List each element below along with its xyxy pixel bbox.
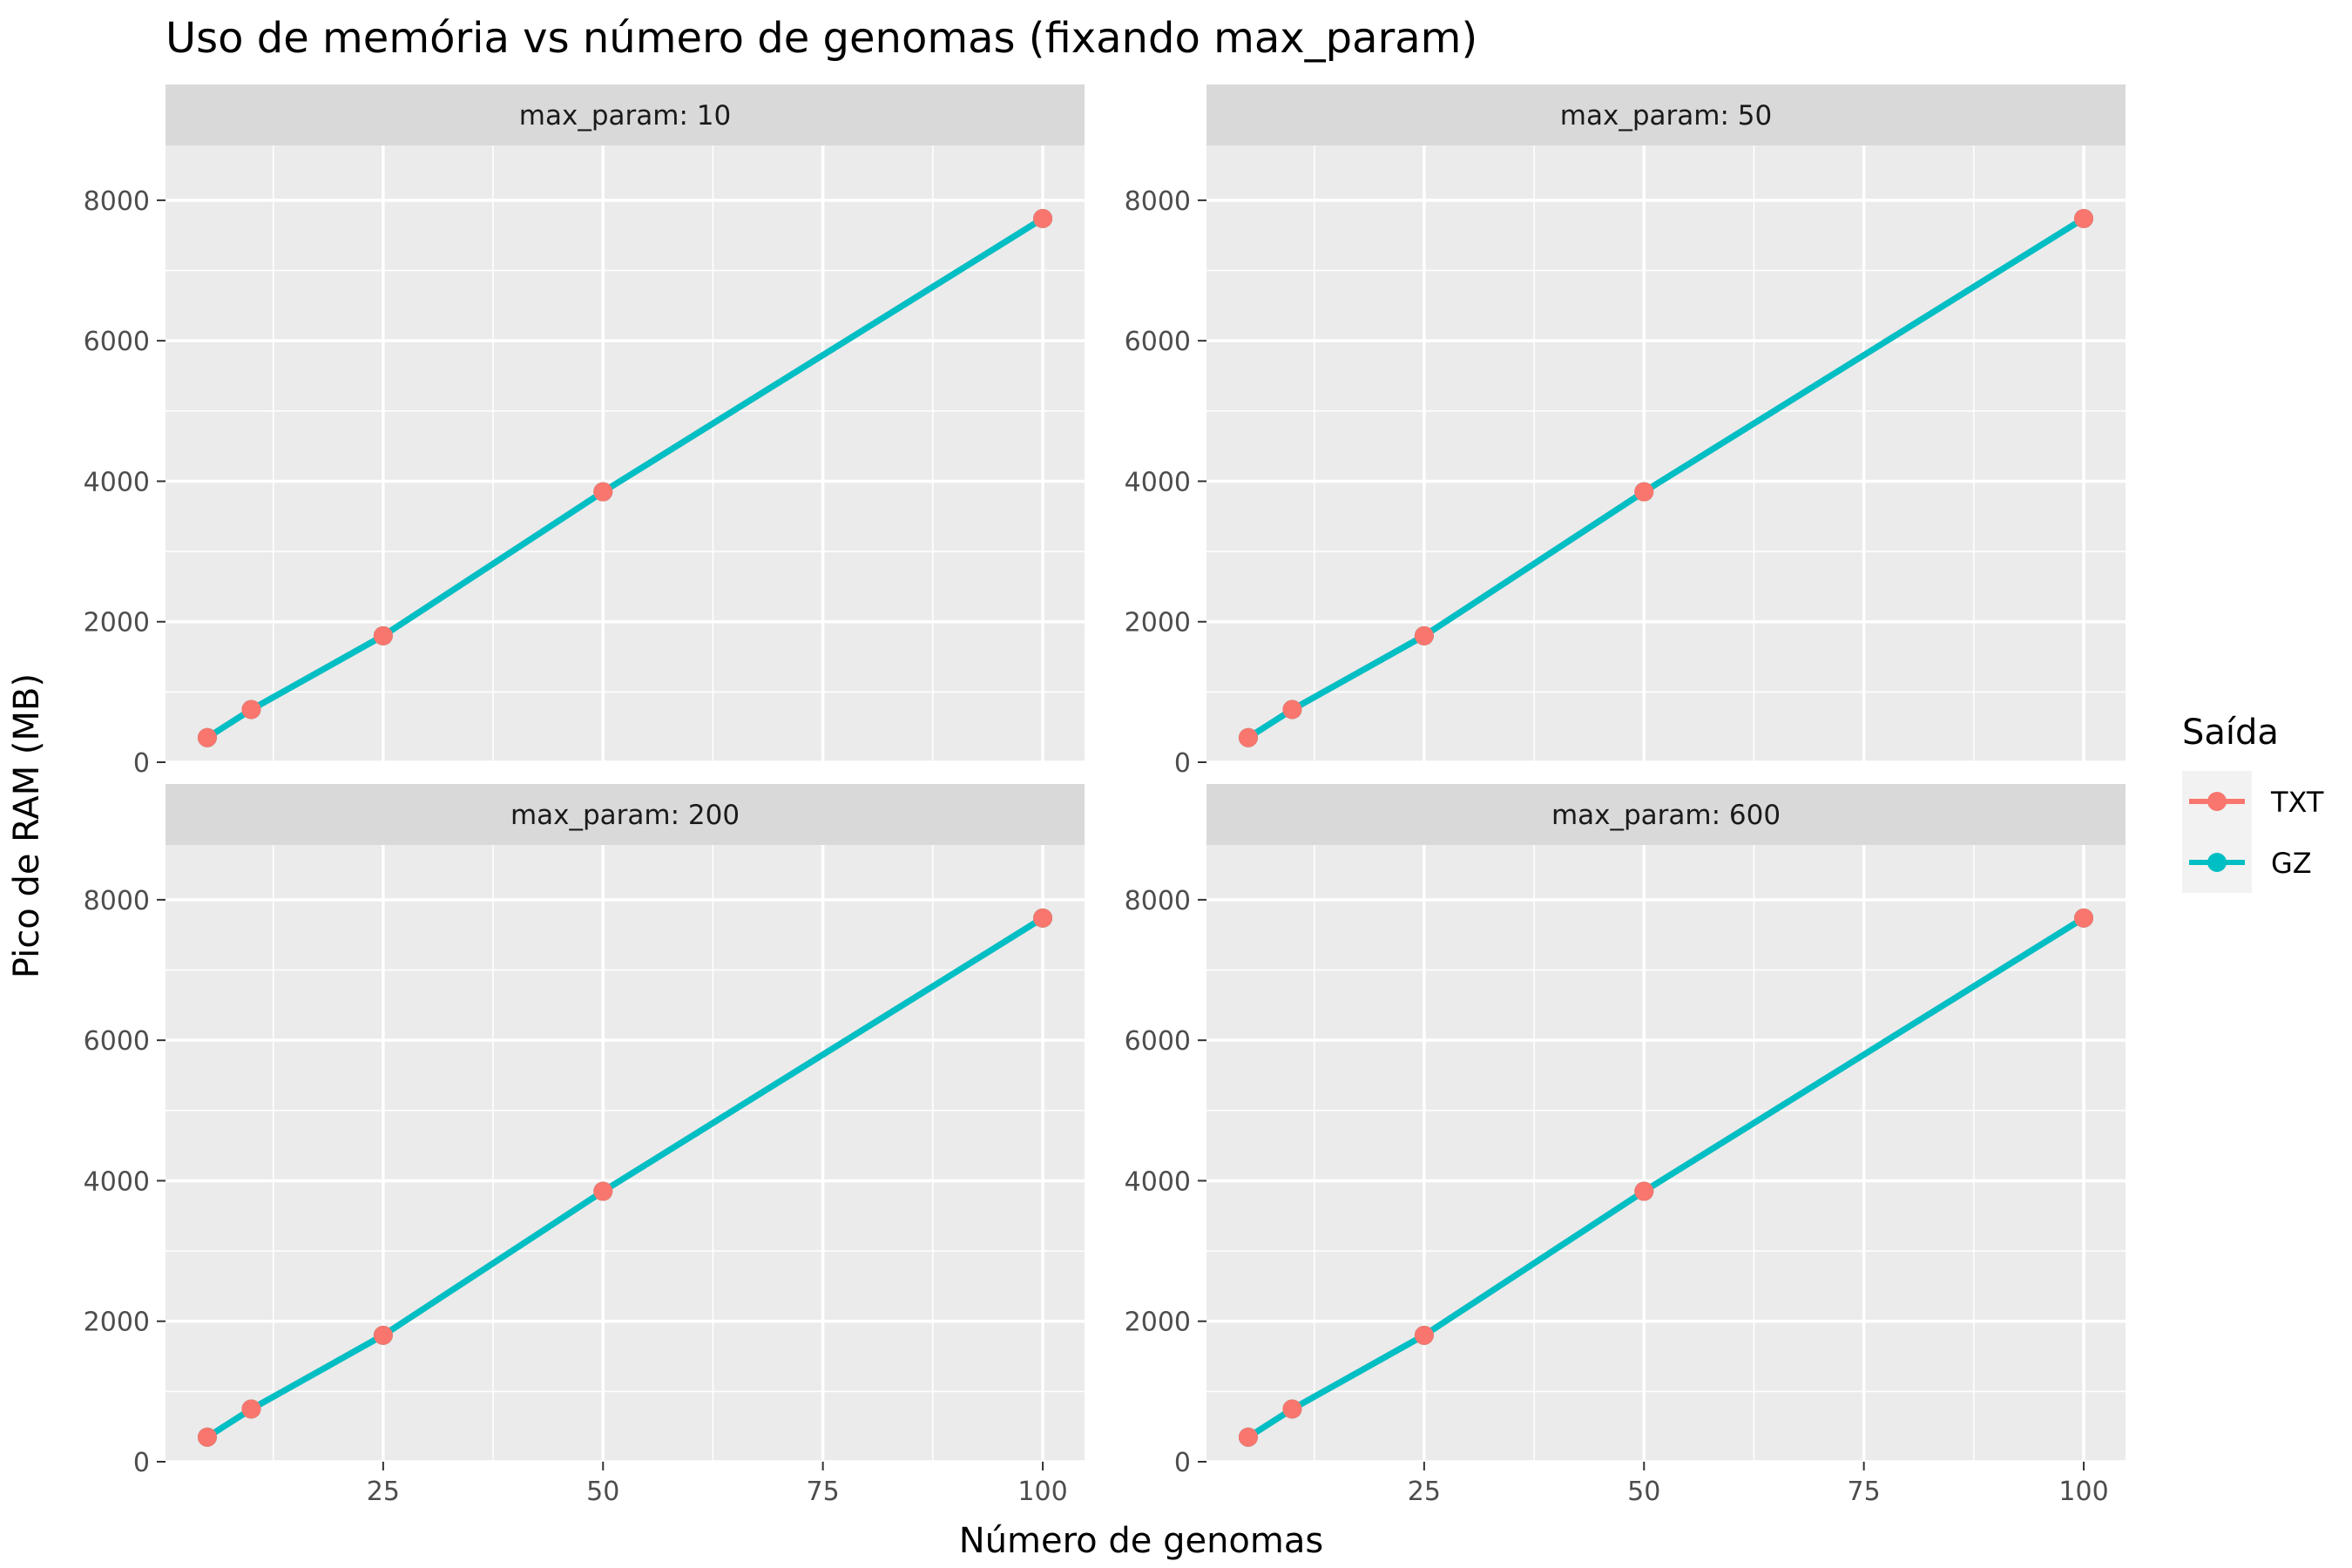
data-point-txt-top [1033, 908, 1053, 928]
facet-label: max_param: 50 [1560, 100, 1772, 132]
y-tick-label: 2000 [84, 608, 150, 639]
y-tick-label: 6000 [84, 1026, 150, 1057]
y-tick-label: 0 [133, 1448, 150, 1478]
y-tick-label: 8000 [84, 186, 150, 217]
data-point-txt-top [1634, 1181, 1654, 1201]
data-point-txt-top [197, 727, 217, 747]
y-tick-label: 2000 [1125, 608, 1191, 639]
facet-panel: max_param: 10 0 2000 4000 6000 8000 [84, 84, 1085, 779]
panel-background [166, 845, 1085, 1462]
legend-entry-gz: GZ [2182, 832, 2312, 893]
facet-strip [1206, 784, 2126, 845]
x-axis-title: Número de genomas [959, 1521, 1323, 1561]
x-tick-label: 50 [1627, 1477, 1660, 1507]
facet-strip [1206, 84, 2126, 145]
x-tick-label: 25 [367, 1477, 400, 1507]
data-point-txt-top [1238, 727, 1258, 747]
y-tick-label: 6000 [1125, 1026, 1191, 1057]
data-point-txt-top [1282, 700, 1302, 720]
y-tick-label: 0 [133, 748, 150, 779]
y-tick-label: 4000 [1125, 1166, 1191, 1197]
y-tick-label: 0 [1174, 1448, 1191, 1478]
data-point-txt-top [1414, 625, 1434, 645]
x-tick-label: 100 [1017, 1477, 1067, 1507]
y-tick-label: 8000 [84, 886, 150, 916]
legend-key-point [2207, 853, 2227, 872]
legend-label: GZ [2271, 847, 2312, 880]
data-point-txt-top [1033, 208, 1053, 228]
x-tick-label: 50 [586, 1477, 619, 1507]
data-point-txt-top [241, 700, 261, 720]
y-tick-label: 2000 [84, 1308, 150, 1338]
facet-label: max_param: 600 [1551, 800, 1781, 831]
y-tick-label: 6000 [1125, 327, 1191, 357]
legend: Saída TXT GZ [2182, 713, 2324, 893]
data-point-txt-top [1634, 482, 1654, 502]
panels: max_param: 1002000400060008000max_param:… [84, 84, 2126, 1507]
y-tick-label: 4000 [1125, 467, 1191, 497]
x-tick-label: 25 [1408, 1477, 1441, 1507]
facet-panel: max_param: 50 0 2000 4000 6000 8000 [1125, 84, 2126, 779]
legend-title: Saída [2182, 713, 2279, 753]
facet-strip [166, 784, 1085, 845]
y-tick-label: 0 [1174, 748, 1191, 779]
legend-label: TXT [2270, 786, 2324, 819]
panel-background [1206, 145, 2126, 762]
y-axis-title: Pico de RAM (MB) [7, 673, 47, 978]
y-tick-label: 4000 [84, 467, 150, 497]
data-point-txt-top [1238, 1427, 1258, 1447]
chart-title: Uso de memória vs número de genomas (fix… [166, 14, 1477, 63]
y-tick-label: 2000 [1125, 1308, 1191, 1338]
data-point-txt-top [1282, 1399, 1302, 1419]
x-tick-label: 75 [1848, 1477, 1881, 1507]
data-point-txt-top [241, 1399, 261, 1419]
panel-background [1206, 845, 2126, 1462]
x-tick-label: 100 [2058, 1477, 2108, 1507]
y-tick-label: 8000 [1125, 186, 1191, 217]
legend-key-point [2207, 792, 2227, 811]
data-point-txt-top [197, 1427, 217, 1447]
data-point-txt-top [373, 625, 393, 645]
data-point-txt-top [1414, 1325, 1434, 1345]
legend-entry-txt: TXT [2182, 771, 2324, 832]
y-tick-label: 4000 [84, 1166, 150, 1197]
facet-strip [166, 84, 1085, 145]
x-tick-label: 75 [807, 1477, 840, 1507]
y-tick-label: 6000 [84, 327, 150, 357]
data-point-txt-top [373, 1325, 393, 1345]
y-tick-label: 8000 [1125, 886, 1191, 916]
data-point-txt-top [593, 482, 613, 502]
data-point-txt-top [593, 1181, 613, 1201]
data-point-txt-top [2074, 908, 2094, 928]
data-point-txt-top [2074, 208, 2094, 228]
facet-panel: max_param: 600 0 2000 4000 6000 8000 25 50 75 100 [1125, 784, 2126, 1507]
panel-background [166, 145, 1085, 762]
facet-label: max_param: 10 [519, 100, 731, 132]
facet-label: max_param: 200 [510, 800, 740, 831]
facet-panel: max_param: 200 0 2000 4000 6000 8000 25 50 75 100 [84, 784, 1085, 1507]
